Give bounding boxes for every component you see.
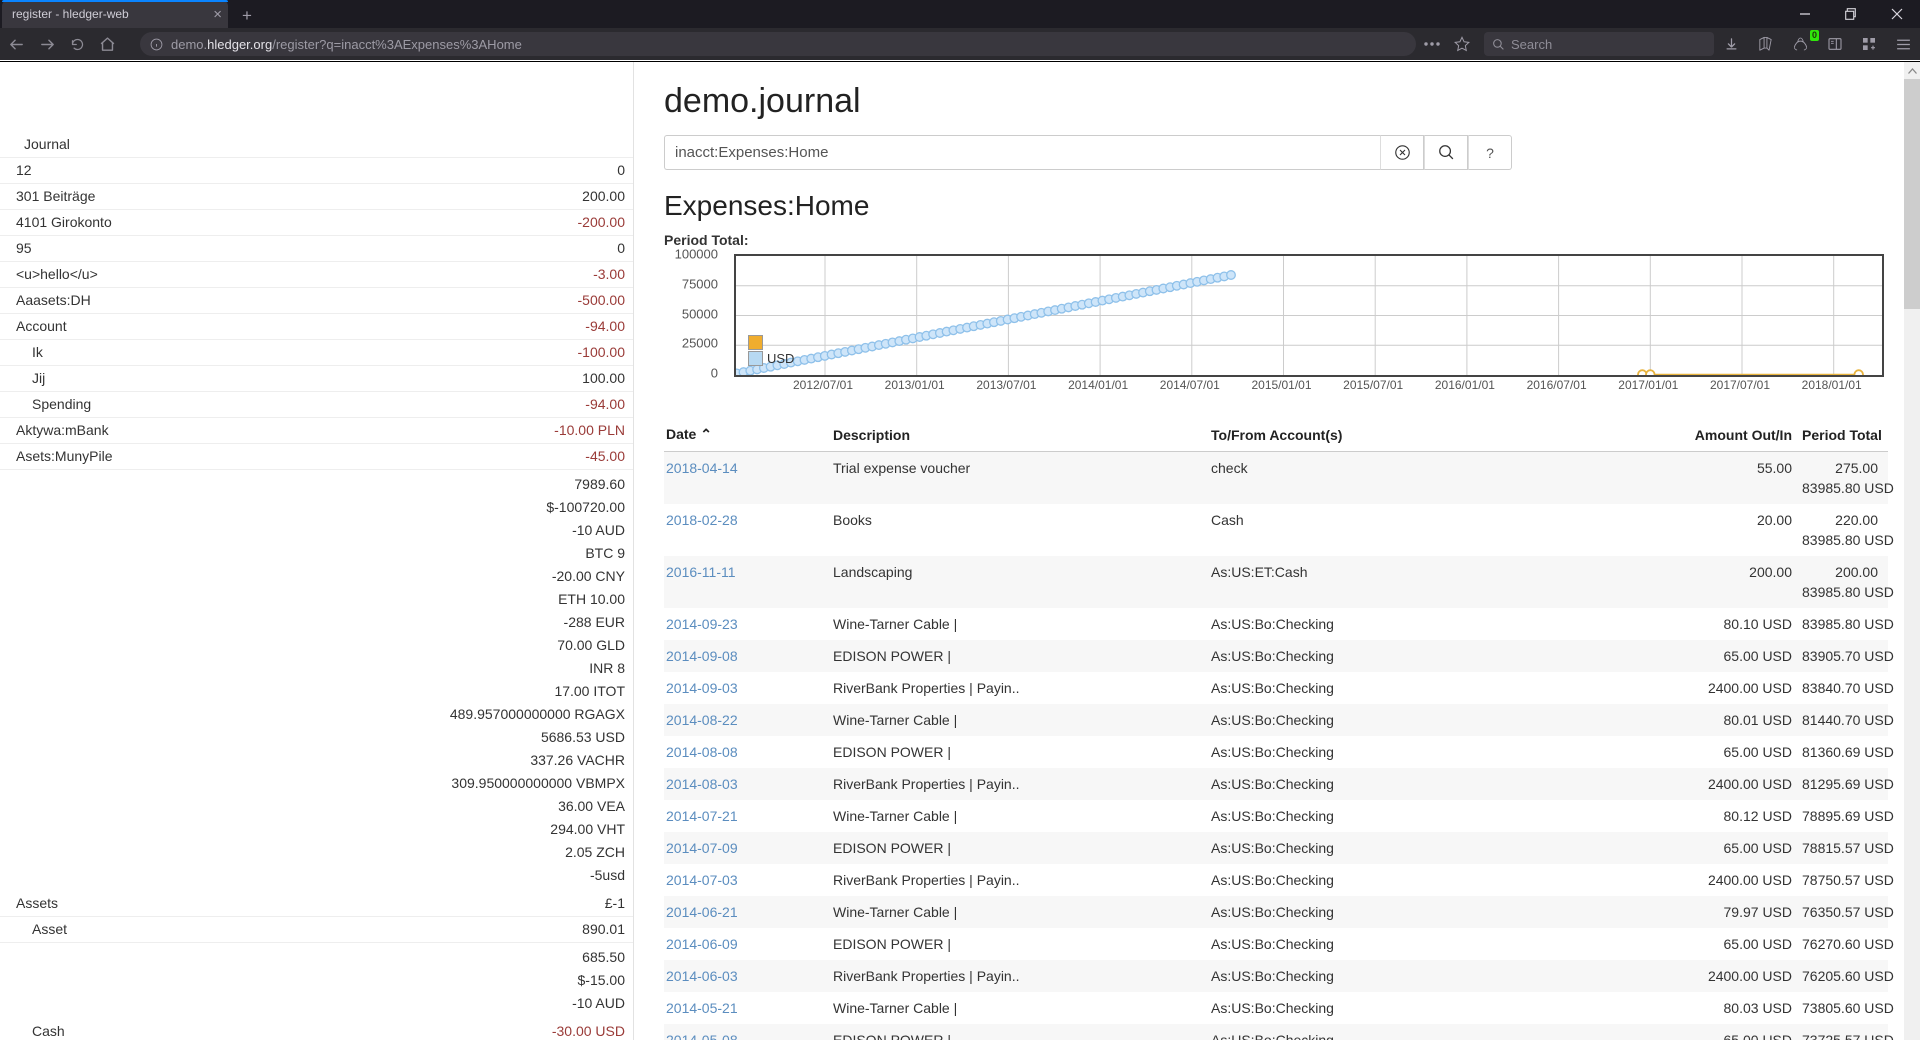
svg-text:2015/01/01: 2015/01/01 [1251,378,1311,392]
svg-text:2015/07/01: 2015/07/01 [1343,378,1403,392]
svg-text:2014/07/01: 2014/07/01 [1160,378,1220,392]
svg-text:2013/07/01: 2013/07/01 [976,378,1036,392]
svg-text:2013/01/01: 2013/01/01 [885,378,945,392]
svg-text:2016/01/01: 2016/01/01 [1435,378,1495,392]
svg-text:2018/01/01: 2018/01/01 [1802,378,1862,392]
svg-text:2014/01/01: 2014/01/01 [1068,378,1128,392]
svg-text:2012/07/01: 2012/07/01 [793,378,853,392]
svg-text:2017/01/01: 2017/01/01 [1618,378,1678,392]
svg-text:2017/07/01: 2017/07/01 [1710,378,1770,392]
svg-text:2016/07/01: 2016/07/01 [1527,378,1587,392]
